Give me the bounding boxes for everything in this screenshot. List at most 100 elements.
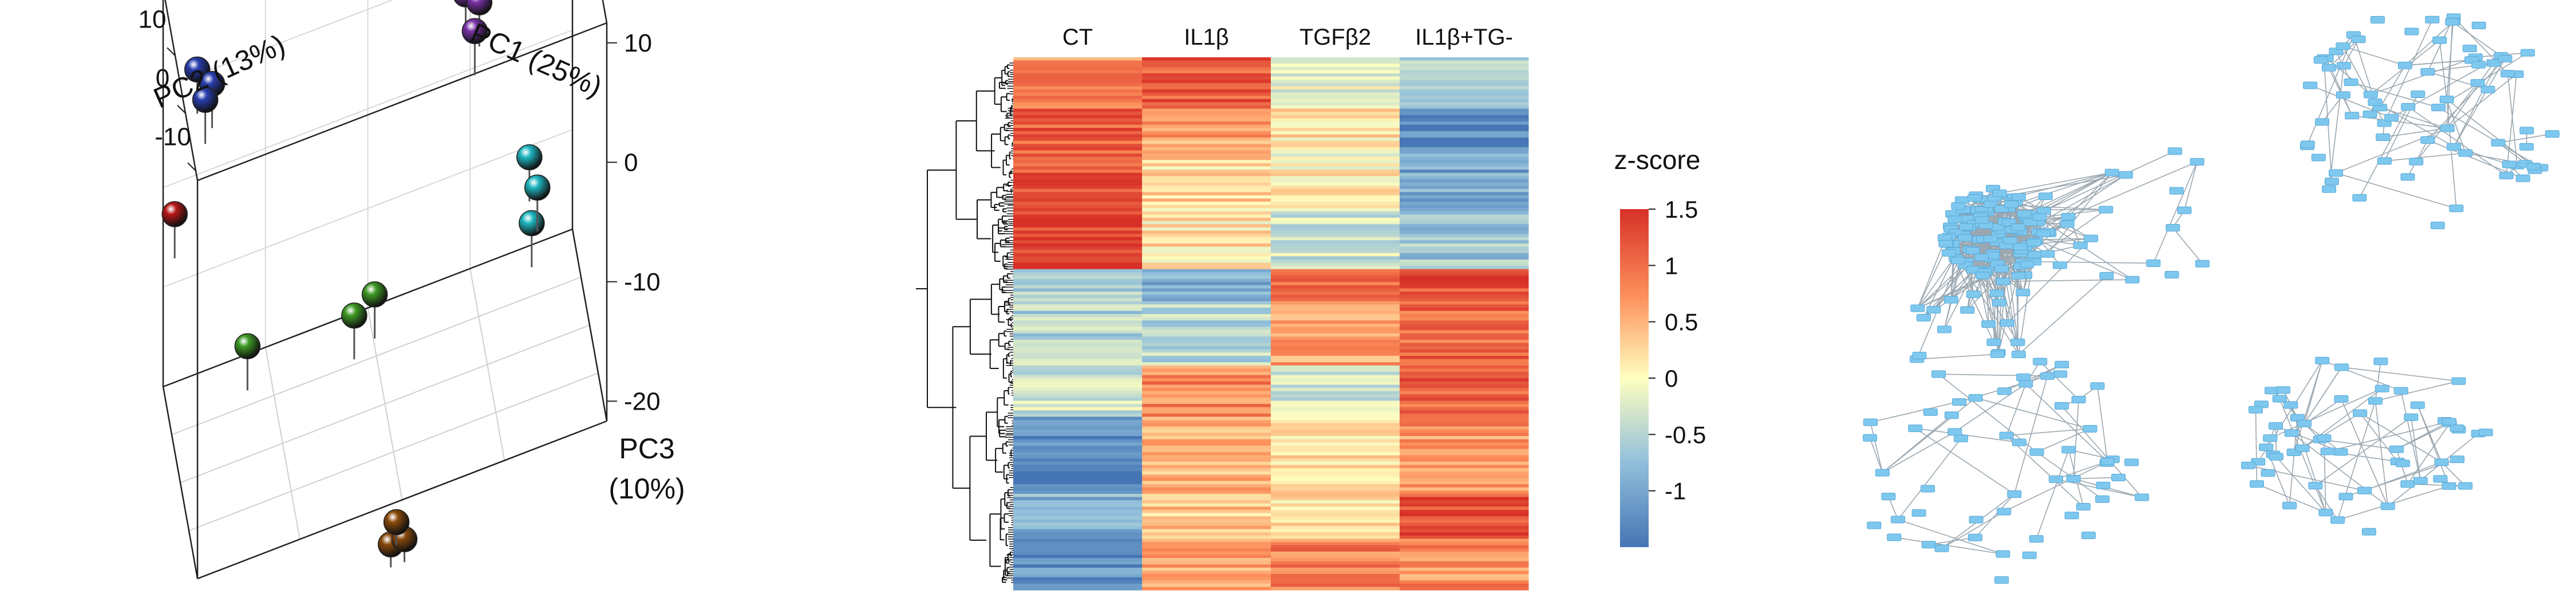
network-node: [1863, 418, 1878, 426]
network-node: [2295, 444, 2310, 452]
network-edge: [2000, 172, 2112, 194]
heatmap-cell: [1271, 356, 1400, 360]
heatmap-cell: [1400, 493, 1529, 498]
heatmap-cell: [1400, 134, 1529, 138]
heatmap-cell: [1013, 375, 1143, 379]
network-node: [2449, 424, 2464, 432]
heatmap-cell: [1013, 407, 1143, 411]
heatmap-cell: [1400, 230, 1529, 234]
heatmap-cell: [1142, 580, 1271, 584]
network-node: [1912, 352, 1927, 360]
heatmap-cell: [1013, 324, 1143, 328]
heatmap-cell: [1013, 105, 1143, 109]
network-node: [1931, 370, 1946, 378]
heatmap-cell: [1400, 436, 1529, 440]
network-node: [2000, 319, 2014, 327]
heatmap-cell: [1271, 227, 1400, 231]
network-edge: [2350, 81, 2439, 108]
network-node: [1908, 425, 1923, 433]
network-node: [1968, 394, 1983, 402]
network-edge: [2360, 412, 2398, 462]
heatmap-cell: [1013, 256, 1143, 260]
heatmap-cell: [1142, 509, 1271, 514]
heatmap-cell: [1142, 205, 1271, 209]
heatmap-cell: [1400, 513, 1529, 517]
heatmap-cell: [1271, 250, 1400, 254]
heatmap-cell: [1142, 82, 1271, 87]
heatmap-cell: [1013, 160, 1143, 164]
heatmap-cell: [1013, 112, 1143, 116]
heatmap-cell: [1142, 246, 1271, 250]
heatmap-cell: [1271, 573, 1400, 578]
network-edge: [2370, 57, 2476, 95]
box-edge: [602, 0, 608, 23]
heatmap-cell: [1142, 307, 1271, 312]
network-node: [2401, 103, 2416, 111]
heatmap-cell: [1142, 211, 1271, 215]
heatmap-cell: [1142, 417, 1271, 421]
heatmap-cell: [1271, 513, 1400, 517]
network-node: [2095, 495, 2110, 503]
network-edge: [2384, 19, 2433, 124]
heatmap-cell: [1142, 487, 1271, 491]
network-node: [2055, 360, 2069, 368]
network-node: [2011, 272, 2026, 280]
heatmap-cell: [1013, 539, 1143, 543]
heatmap-cell: [1142, 452, 1271, 456]
heatmap-cell: [1271, 275, 1400, 280]
network-node: [2420, 136, 2435, 144]
heatmap-cell: [1400, 394, 1529, 398]
heatmap-cell: [1013, 60, 1143, 64]
heatmap-cell: [1142, 234, 1271, 238]
heatmap-cell: [1271, 420, 1400, 424]
heatmap-cell: [1400, 121, 1529, 125]
heatmap-cell: [1142, 573, 1271, 578]
heatmap-cell: [1271, 307, 1400, 312]
heatmap-cell: [1013, 516, 1143, 520]
network-node: [1952, 398, 1967, 406]
heatmap-cell: [1400, 211, 1529, 215]
network-edge: [2452, 21, 2502, 57]
network-node: [2480, 85, 2495, 93]
heatmap-cell: [1400, 324, 1529, 328]
network-node: [2545, 130, 2560, 138]
heatmap-cell: [1400, 487, 1529, 491]
network-node: [2410, 401, 2425, 409]
heatmap-cell: [1400, 288, 1529, 292]
heatmap-cell: [1271, 208, 1400, 212]
heatmap-cell: [1013, 301, 1143, 305]
heatmap-cell: [1142, 240, 1271, 244]
heatmap-cell: [1400, 471, 1529, 475]
heatmap-cell: [1271, 278, 1400, 282]
heatmap-cell: [1400, 221, 1529, 225]
heatmap-cell: [1142, 237, 1271, 241]
heatmap-cell: [1013, 179, 1143, 183]
heatmap-cell: [1013, 458, 1143, 462]
network-node: [2361, 528, 2376, 536]
network-node: [1911, 509, 1926, 517]
heatmap-cell: [1400, 140, 1529, 144]
heatmap-cell: [1142, 160, 1271, 164]
heatmap-cell: [1271, 105, 1400, 109]
network-node: [2368, 397, 2383, 405]
heatmap-cell: [1400, 541, 1529, 546]
heatmap-cell: [1013, 86, 1143, 90]
heatmap-cell: [1142, 86, 1271, 90]
heatmap-cell: [1271, 509, 1400, 514]
heatmap-cell: [1142, 131, 1271, 135]
heatmap-cell: [1400, 108, 1529, 112]
heatmap-cell: [1271, 330, 1400, 334]
network-edge: [2328, 39, 2359, 68]
heatmap-cell: [1142, 311, 1271, 315]
heatmap-cell: [1013, 80, 1143, 84]
heatmap-cell: [1142, 230, 1271, 234]
heatmap-cell: [1271, 163, 1400, 167]
colorbar-tick-label: -1: [1665, 478, 1686, 505]
heatmap-cell: [1013, 352, 1143, 356]
heatmap-cell: [1271, 144, 1400, 148]
heatmap-cell: [1400, 317, 1529, 321]
heatmap-cell: [1400, 384, 1529, 388]
heatmap-cell: [1142, 381, 1271, 385]
heatmap-cell: [1013, 388, 1143, 392]
colorbar-tick-label: 1.5: [1665, 196, 1698, 223]
